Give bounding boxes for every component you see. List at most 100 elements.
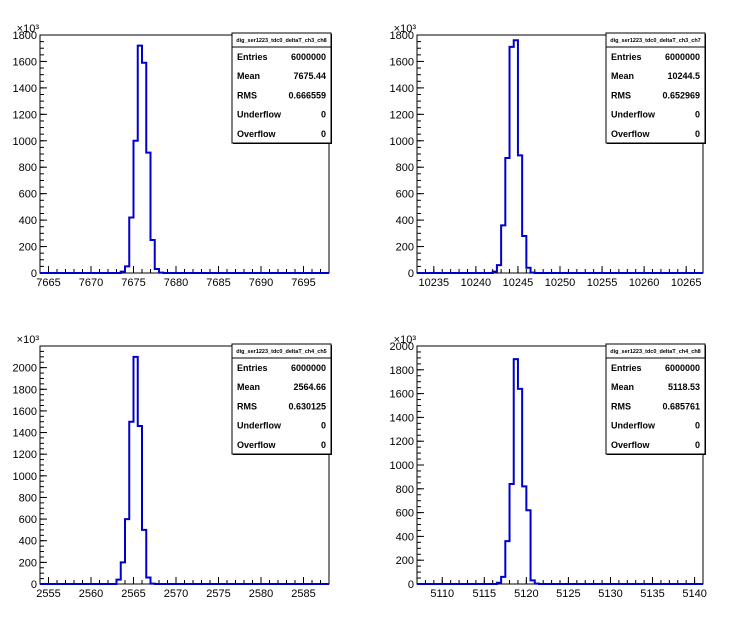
y-multiplier-label: ×10³ <box>17 23 40 35</box>
y-tick-label: 1000 <box>13 136 37 148</box>
stats-box: dig_ser1223_tdc0_deltaT_ch3_ch7 Entries 60… <box>605 32 706 144</box>
stat-value: 6000000 <box>665 363 700 373</box>
x-tick-label: 2585 <box>291 588 315 600</box>
y-tick-label: 1800 <box>13 384 37 396</box>
stat-label: Entries <box>237 52 268 62</box>
y-tick-label: 400 <box>19 215 37 227</box>
stat-value: 0.666559 <box>288 90 326 100</box>
y-tick-label: 200 <box>19 557 37 569</box>
histogram-title: dig_ser1223_tdc0_deltaT_ch4_ch8 <box>610 349 701 355</box>
y-tick-label: 800 <box>19 492 37 504</box>
y-tick-label: 1000 <box>13 471 37 483</box>
x-tick-label: 2580 <box>249 588 273 600</box>
stat-label: Underflow <box>611 110 656 120</box>
x-tick-label: 10235 <box>419 277 450 289</box>
stat-label: Entries <box>611 363 642 373</box>
y-multiplier-label: ×10³ <box>17 334 40 346</box>
x-tick-label: 5115 <box>472 588 496 600</box>
x-tick-label: 7680 <box>164 277 188 289</box>
y-tick-label: 800 <box>396 484 414 496</box>
y-tick-label: 800 <box>396 162 414 174</box>
y-tick-label: 200 <box>396 555 414 567</box>
y-multiplier-label: ×10³ <box>394 334 417 346</box>
histogram-series <box>40 355 329 585</box>
x-tick-label: 5135 <box>640 588 664 600</box>
x-tick-label: 5125 <box>556 588 580 600</box>
y-tick-label: 600 <box>19 189 37 201</box>
stat-label: Overflow <box>611 440 651 450</box>
stat-label: Entries <box>237 363 268 373</box>
stats-box: dig_ser1223_tdc0_deltaT_ch4_ch5 Entries 60… <box>231 343 332 455</box>
stat-label: Entries <box>611 52 642 62</box>
stat-label: Overflow <box>611 129 651 139</box>
y-tick-label: 400 <box>19 536 37 548</box>
y-tick-label: 1200 <box>390 109 414 121</box>
histogram-panel-1: 0 200 400 600 800 1000 1200 1400 1600 1800×10³ 766… <box>13 23 332 289</box>
stat-value: 0 <box>695 129 700 139</box>
x-tick-label: 7675 <box>121 277 145 289</box>
y-tick-label: 0 <box>31 579 37 591</box>
y-tick-label: 600 <box>19 514 37 526</box>
y-tick-label: 1000 <box>390 136 414 148</box>
stat-value: 0 <box>321 421 326 431</box>
x-tick-label: 2575 <box>206 588 230 600</box>
x-tick-label: 10250 <box>545 277 576 289</box>
x-tick-label: 7665 <box>36 277 60 289</box>
stat-value: 10244.5 <box>667 71 700 81</box>
stat-label: Underflow <box>237 110 282 120</box>
stat-label: Mean <box>237 71 260 81</box>
stat-label: RMS <box>237 401 257 411</box>
y-tick-label: 1400 <box>390 412 414 424</box>
y-tick-label: 1600 <box>13 406 37 418</box>
stat-value: 5118.53 <box>668 382 700 392</box>
y-tick-label: 0 <box>408 579 414 591</box>
y-tick-label: 600 <box>396 508 414 520</box>
x-tick-label: 2560 <box>79 588 103 600</box>
histogram-panel-3: 0 200 400 600 800 1000 1200 1400 1600 1800 2000 ×10… <box>13 334 332 600</box>
stats-box: dig_ser1223_tdc0_deltaT_ch3_ch8 Entries 60… <box>231 32 332 144</box>
stat-value: 6000000 <box>291 363 326 373</box>
stat-label: Underflow <box>611 421 656 431</box>
histogram-title: dig_ser1223_tdc0_deltaT_ch3_ch7 <box>610 38 701 44</box>
x-tick-label: 5130 <box>598 588 622 600</box>
histogram-series <box>40 44 329 274</box>
stats-box-frame <box>605 32 706 144</box>
y-tick-label: 800 <box>19 162 37 174</box>
histogram-panel-2: 0 200 400 600 800 1000 1200 1400 1600 1800×10³ 102… <box>390 23 706 289</box>
y-tick-label: 2000 <box>13 363 37 375</box>
x-tick-label: 5110 <box>430 588 454 600</box>
stat-label: Mean <box>611 382 634 392</box>
y-tick-label: 1600 <box>390 389 414 401</box>
stat-label: RMS <box>237 90 257 100</box>
stat-value: 0.685761 <box>662 401 700 411</box>
stat-label: Mean <box>611 71 634 81</box>
stats-box-frame <box>605 343 706 455</box>
x-tick-label: 5120 <box>514 588 538 600</box>
stat-value: 2564.66 <box>293 382 326 392</box>
y-tick-label: 1200 <box>390 436 414 448</box>
histogram-title: dig_ser1223_tdc0_deltaT_ch3_ch8 <box>236 38 327 44</box>
y-tick-label: 1400 <box>13 428 37 440</box>
y-tick-label: 1000 <box>390 460 414 472</box>
y-tick-label: 1400 <box>13 83 37 95</box>
y-tick-label: 200 <box>396 242 414 254</box>
stat-value: 0 <box>321 110 326 120</box>
y-tick-label: 1800 <box>13 30 37 42</box>
x-tick-label: 10240 <box>461 277 492 289</box>
y-tick-label: 1200 <box>13 449 37 461</box>
x-tick-label: 10265 <box>671 277 702 289</box>
x-tick-label: 7685 <box>206 277 230 289</box>
x-tick-label: 5140 <box>682 588 706 600</box>
stat-label: Overflow <box>237 440 277 450</box>
y-tick-label: 1200 <box>13 109 37 121</box>
y-tick-label: 1400 <box>390 83 414 95</box>
x-tick-label: 2570 <box>164 588 188 600</box>
y-multiplier-label: ×10³ <box>394 23 417 35</box>
stat-label: Mean <box>237 382 260 392</box>
stat-value: 0 <box>695 440 700 450</box>
x-tick-label: 10260 <box>629 277 660 289</box>
y-tick-label: 2000 <box>390 341 414 353</box>
x-tick-label: 7690 <box>249 277 273 289</box>
stat-value: 0 <box>695 421 700 431</box>
